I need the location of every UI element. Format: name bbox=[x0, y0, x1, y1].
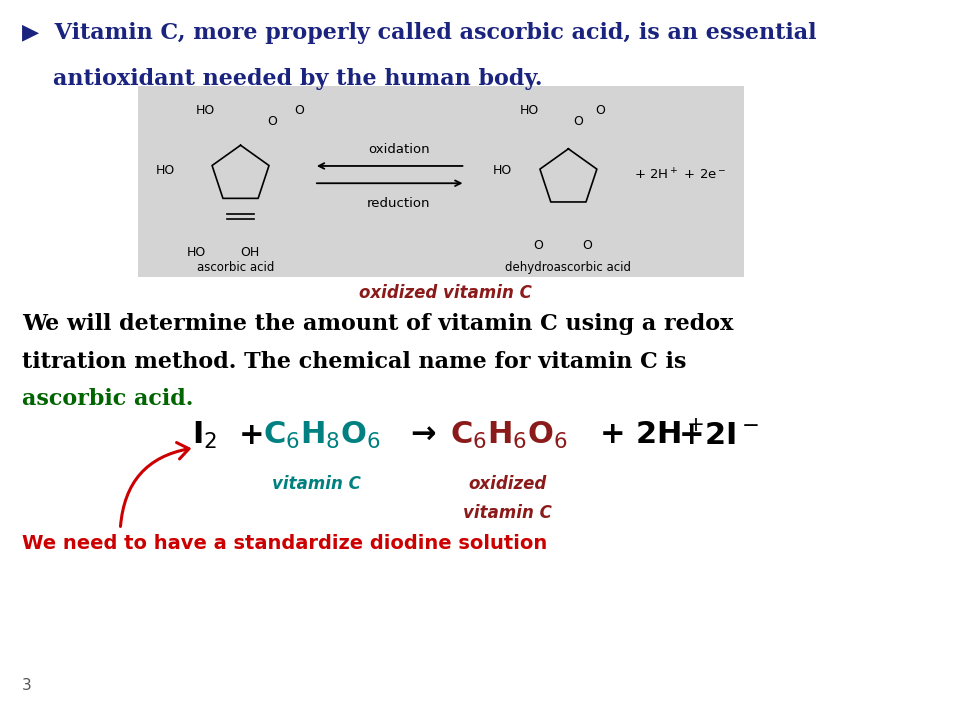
Text: O: O bbox=[595, 104, 605, 117]
Text: OH: OH bbox=[241, 246, 260, 259]
Text: I$_2$: I$_2$ bbox=[192, 420, 217, 451]
Text: HO: HO bbox=[519, 104, 539, 117]
Text: O: O bbox=[573, 115, 583, 128]
Text: antioxidant needed by the human body.: antioxidant needed by the human body. bbox=[22, 68, 542, 91]
Text: C$_6$H$_6$O$_6$: C$_6$H$_6$O$_6$ bbox=[450, 420, 567, 451]
Text: ascorbic acid: ascorbic acid bbox=[198, 261, 275, 274]
Text: We need to have a standardize diodine solution: We need to have a standardize diodine so… bbox=[22, 534, 547, 553]
Text: ascorbic acid.: ascorbic acid. bbox=[22, 388, 194, 410]
Text: O: O bbox=[582, 239, 591, 252]
Text: 3: 3 bbox=[22, 678, 32, 693]
Text: oxidized vitamin C: oxidized vitamin C bbox=[359, 284, 532, 302]
FancyBboxPatch shape bbox=[138, 86, 744, 277]
Text: HO: HO bbox=[196, 104, 215, 117]
Text: ▶  Vitamin C, more properly called ascorbic acid, is an essential: ▶ Vitamin C, more properly called ascorb… bbox=[22, 22, 817, 44]
Text: titration method. The chemical name for vitamin C is: titration method. The chemical name for … bbox=[22, 351, 686, 373]
Text: →: → bbox=[410, 421, 435, 450]
Text: C$_6$H$_8$O$_6$: C$_6$H$_8$O$_6$ bbox=[263, 420, 381, 451]
Text: HO: HO bbox=[156, 164, 175, 178]
Text: dehydroascorbic acid: dehydroascorbic acid bbox=[505, 261, 632, 274]
Text: We will determine the amount of vitamin C using a redox: We will determine the amount of vitamin … bbox=[22, 313, 733, 336]
Text: HO: HO bbox=[492, 164, 512, 178]
Text: + 2H$^+$ + 2e$^-$: + 2H$^+$ + 2e$^-$ bbox=[634, 167, 726, 182]
Text: +: + bbox=[239, 421, 264, 450]
Text: O: O bbox=[533, 239, 542, 252]
Text: + 2H$^+$: + 2H$^+$ bbox=[599, 421, 704, 450]
Text: vitamin C: vitamin C bbox=[464, 504, 552, 522]
Text: reduction: reduction bbox=[367, 197, 430, 210]
Text: 2I$^-$: 2I$^-$ bbox=[704, 421, 758, 450]
Text: O: O bbox=[294, 104, 304, 117]
Text: vitamin C: vitamin C bbox=[272, 475, 361, 493]
Text: +: + bbox=[679, 421, 705, 450]
Text: oxidized: oxidized bbox=[468, 475, 547, 493]
Text: O: O bbox=[267, 115, 277, 128]
Text: HO: HO bbox=[187, 246, 206, 259]
Text: oxidation: oxidation bbox=[368, 143, 429, 156]
FancyArrowPatch shape bbox=[120, 443, 189, 526]
